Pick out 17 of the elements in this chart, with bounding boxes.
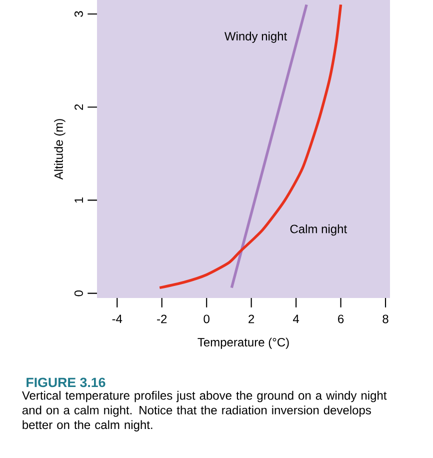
y-tick-label: 1 bbox=[74, 197, 83, 203]
x-tick-label: 2 bbox=[248, 314, 254, 324]
y-tick-label: 2 bbox=[74, 104, 83, 110]
x-tick-label: 6 bbox=[338, 314, 344, 324]
series-label: Windy night bbox=[224, 32, 288, 43]
x-tick-label: 8 bbox=[382, 314, 388, 324]
y-tick-label: 3 bbox=[74, 11, 83, 17]
x-tick-label: 0 bbox=[204, 314, 210, 324]
x-tick-label: -4 bbox=[112, 314, 122, 323]
text: Vertical temperature profiles just above the ground on a windy night and on a calm night. Notice that the radiation inversion develops better on the calm night. bbox=[22, 390, 387, 432]
text: FIGURE 3.16 bbox=[26, 378, 106, 388]
y-axis-title: Altitude (m) bbox=[54, 119, 66, 180]
series-label: Calm night bbox=[290, 224, 347, 236]
x-axis-title: Temperature (°C) bbox=[198, 338, 289, 349]
x-tick-label: 4 bbox=[292, 314, 300, 323]
x-tick-label: -2 bbox=[157, 314, 167, 324]
y-tick-label: 0 bbox=[74, 290, 83, 296]
